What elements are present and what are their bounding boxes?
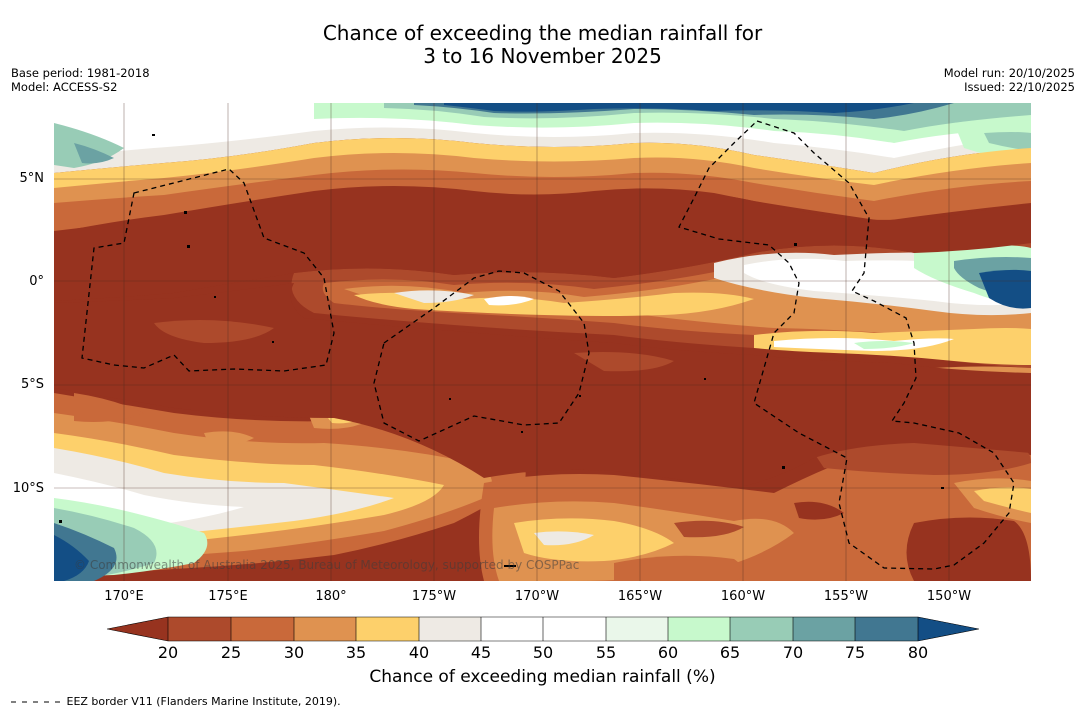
colorbar-20-25 xyxy=(168,617,231,641)
lon-label-170e: 170°E xyxy=(104,589,144,604)
eez-legend-text: EEZ border V11 (Flanders Marine Institut… xyxy=(66,695,341,708)
eez-legend: EEZ border V11 (Flanders Marine Institut… xyxy=(11,695,341,708)
colorbar-30-35 xyxy=(294,617,356,641)
eez-tokelau-phoenix xyxy=(373,270,590,442)
colorbar-tick-50: 50 xyxy=(532,643,554,662)
model-run: Model run: 20/10/2025 xyxy=(943,66,1075,80)
colorbar-tick-30: 30 xyxy=(283,643,305,662)
colorbar-tick-20: 20 xyxy=(157,643,179,662)
lat-label-5n: 5°N xyxy=(19,171,45,186)
lon-label-155w: 155°W xyxy=(823,589,869,604)
colorbar-tick-65: 65 xyxy=(719,643,741,662)
colorbar xyxy=(107,616,979,642)
lon-label-165w: 165°W xyxy=(617,589,663,604)
copyright-note: © Commonwealth of Australia 2025, Bureau… xyxy=(74,558,580,572)
lon-label-160w: 160°W xyxy=(720,589,766,604)
eez-borders xyxy=(81,120,1015,570)
colorbar-25-30 xyxy=(231,617,294,641)
lon-label-170w: 170°W xyxy=(514,589,560,604)
map-svg xyxy=(54,103,1031,581)
colorbar-tick-75: 75 xyxy=(844,643,866,662)
colorbar-title: Chance of exceeding median rainfall (%) xyxy=(369,667,716,687)
colorbar-tick-60: 60 xyxy=(657,643,679,662)
eez-tuvalu xyxy=(81,168,335,372)
colorbar-35-40 xyxy=(356,617,419,641)
lat-label-0: 0° xyxy=(29,274,44,289)
lon-label-175w: 175°W xyxy=(411,589,457,604)
lon-label-180: 180° xyxy=(315,589,347,604)
colorbar-tick-55: 55 xyxy=(595,643,617,662)
colorbar-75-80 xyxy=(855,617,918,641)
colorbar-tick-25: 25 xyxy=(220,643,242,662)
colorbar-60-65 xyxy=(668,617,730,641)
island-marks xyxy=(59,134,944,567)
dry-core-regions xyxy=(54,186,1031,488)
lat-label-5s: 5°S xyxy=(20,377,44,392)
colorbar-70-75 xyxy=(793,617,855,641)
model-name: Model: ACCESS-S2 xyxy=(11,80,118,94)
colorbar-65-70 xyxy=(730,617,793,641)
meta-right: Model run: 20/10/2025 Issued: 22/10/2025 xyxy=(944,66,1075,94)
colorbar-above-80 xyxy=(918,617,979,641)
colorbar-50-55 xyxy=(543,617,606,641)
eez-line-islands xyxy=(678,120,1015,570)
colorbar-40-45 xyxy=(419,617,481,641)
colorbar-tick-40: 40 xyxy=(408,643,430,662)
lon-label-150w: 150°W xyxy=(926,589,972,604)
graticule xyxy=(54,103,1031,581)
colorbar-tick-45: 45 xyxy=(470,643,492,662)
meta-left: Base period: 1981-2018 Model: ACCESS-S2 xyxy=(11,66,150,94)
colorbar-55-60 xyxy=(606,617,668,641)
colorbar-outline xyxy=(107,616,979,642)
colorbar-below-20 xyxy=(107,617,168,641)
dashed-line-icon xyxy=(11,701,63,703)
colorbar-tick-80: 80 xyxy=(907,643,929,662)
rainfall-map[interactable] xyxy=(54,103,1031,581)
lat-label-10s: 10°S xyxy=(12,481,44,496)
lon-label-175e: 175°E xyxy=(208,589,248,604)
colorbar-tick-35: 35 xyxy=(345,643,367,662)
map-title-line2: 3 to 16 November 2025 xyxy=(423,44,662,68)
south-central-region xyxy=(479,441,1031,581)
map-title-line1: Chance of exceeding the median rainfall … xyxy=(322,21,763,45)
colorbar-tick-70: 70 xyxy=(782,643,804,662)
colorbar-45-50 xyxy=(481,617,543,641)
base-period: Base period: 1981-2018 xyxy=(11,66,150,80)
issued-date: Issued: 22/10/2025 xyxy=(964,80,1075,94)
